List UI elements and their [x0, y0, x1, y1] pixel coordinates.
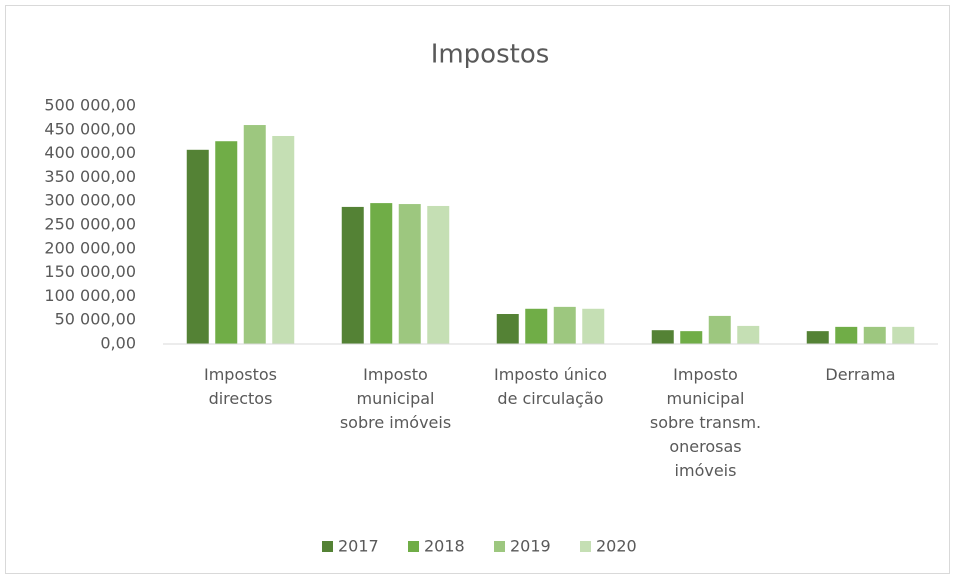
chart-title: Impostos	[431, 40, 550, 70]
bar	[427, 205, 450, 344]
y-tick-label: 400 000,00	[44, 143, 136, 162]
x-tick-label: Derrama	[825, 365, 895, 384]
y-tick-label: 300 000,00	[44, 191, 136, 210]
chart-border	[5, 5, 950, 574]
y-tick-label: 100 000,00	[44, 286, 136, 305]
x-tick-label: Imposto municipal sobre transm. onerosas imó…	[650, 365, 761, 480]
bar	[651, 330, 674, 344]
bar	[553, 306, 576, 344]
y-tick-label: 0,00	[100, 334, 136, 353]
legend-swatch	[408, 541, 419, 552]
bar	[370, 203, 393, 344]
bar	[892, 326, 915, 344]
bar	[243, 125, 266, 344]
bar	[863, 326, 886, 344]
x-tick-label: Impostos directos	[204, 365, 277, 408]
bar	[186, 149, 209, 344]
legend-swatch	[580, 541, 591, 552]
legend-label: 2020	[596, 537, 637, 556]
bar	[835, 326, 858, 344]
bar	[398, 204, 421, 344]
x-tick-label: Imposto único de circulação	[494, 365, 607, 408]
bar	[737, 325, 760, 344]
bar	[272, 135, 295, 344]
bar	[215, 141, 238, 344]
bar	[525, 308, 548, 344]
y-tick-label: 150 000,00	[44, 262, 136, 281]
legend-swatch	[322, 541, 333, 552]
y-tick-label: 500 000,00	[44, 96, 136, 115]
bar	[806, 331, 829, 344]
legend-swatch	[494, 541, 505, 552]
y-tick-label: 200 000,00	[44, 238, 136, 257]
bar	[680, 331, 703, 344]
y-tick-label: 350 000,00	[44, 167, 136, 186]
bar	[341, 206, 364, 344]
legend-label: 2019	[510, 537, 551, 556]
bar	[496, 314, 519, 344]
y-tick-label: 250 000,00	[44, 215, 136, 234]
y-tick-label: 50 000,00	[55, 310, 136, 329]
bar	[708, 315, 731, 344]
bar	[582, 308, 605, 344]
legend-label: 2018	[424, 537, 465, 556]
legend-label: 2017	[338, 537, 379, 556]
y-tick-label: 450 000,00	[44, 119, 136, 138]
x-tick-label: Imposto municipal sobre imóveis	[340, 365, 451, 432]
